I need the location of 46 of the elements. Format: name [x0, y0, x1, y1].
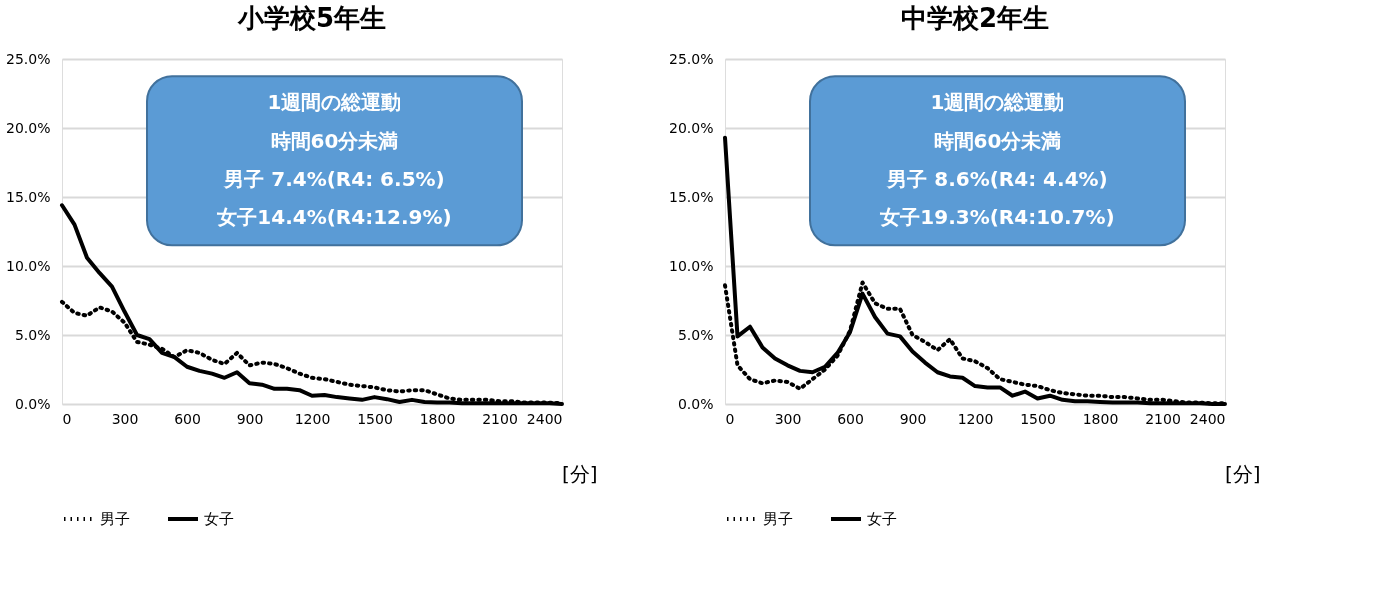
x-tick-label: 300 — [111, 410, 139, 427]
annotation: 女子14.4%(R4:12.9%) — [216, 205, 452, 230]
x-tick-label: 900 — [899, 410, 927, 427]
x-tick-label: 1800 — [1082, 410, 1119, 427]
x-tick-label: 1800 — [419, 410, 456, 427]
legend-label: 男子 — [100, 510, 130, 528]
y-tick-label: 0.0% — [14, 395, 51, 412]
annotation: 男子 8.6%(R4: 4.4%) — [886, 166, 1108, 191]
y-tick-label: 10.0% — [6, 257, 51, 274]
y-tick-label: 10.0% — [669, 257, 714, 274]
y-tick-label: 15.0% — [6, 188, 51, 205]
x-axis-title: [分] — [1224, 461, 1261, 486]
x-tick-label: 600 — [837, 410, 864, 427]
x-tick-label: 1200 — [294, 410, 331, 427]
x-tick-label: 900 — [236, 410, 264, 427]
annotation: 時間60分未満 — [270, 128, 399, 153]
y-tick-label: 25.0% — [6, 50, 51, 67]
chart-title: 中学校2年生 — [900, 3, 1050, 33]
x-tick-label: 2400 — [1189, 410, 1226, 427]
x-tick-label: 1500 — [1020, 410, 1056, 427]
y-tick-label: 5.0% — [14, 326, 51, 343]
x-tick-label: 2100 — [1145, 410, 1181, 427]
annotation: 1週間の総運動 — [267, 90, 402, 115]
x-axis-title: [分] — [561, 461, 598, 486]
x-tick-label: 300 — [774, 410, 802, 427]
x-tick-label: 0 — [725, 410, 735, 427]
x-tick-label: 1200 — [957, 410, 994, 427]
annotation: 男子 7.4%(R4: 6.5%) — [223, 166, 445, 191]
legend-label: 女子 — [204, 510, 234, 528]
x-tick-label: 1500 — [357, 410, 393, 427]
chart-title: 小学校5年生 — [236, 3, 387, 33]
x-tick-label: 2400 — [526, 410, 563, 427]
y-tick-label: 0.0% — [677, 395, 714, 412]
legend-label: 男子 — [763, 510, 793, 528]
y-tick-label: 20.0% — [6, 119, 51, 136]
annotation: 女子19.3%(R4:10.7%) — [879, 205, 1115, 230]
legend-label: 女子 — [867, 510, 897, 528]
y-tick-label: 5.0% — [677, 326, 714, 343]
annotation: 時間60分未満 — [933, 128, 1062, 153]
annotation: 1週間の総運動 — [930, 90, 1065, 115]
y-tick-label: 20.0% — [669, 119, 714, 136]
x-tick-label: 0 — [62, 410, 72, 427]
x-tick-label: 600 — [174, 410, 201, 427]
y-tick-label: 15.0% — [669, 188, 714, 205]
y-tick-label: 25.0% — [669, 50, 714, 67]
x-tick-label: 2100 — [482, 410, 518, 427]
